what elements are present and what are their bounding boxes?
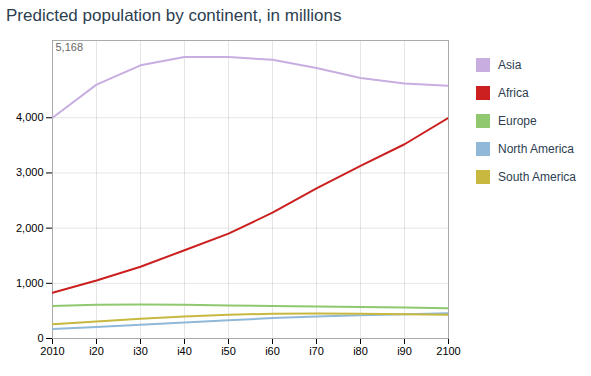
svg-text:i90: i90 [397, 345, 412, 357]
svg-text:i40: i40 [177, 345, 192, 357]
html-text:South America: South America [498, 170, 576, 184]
svg-text:5,168: 5,168 [56, 41, 84, 53]
html-text:Asia: Asia [498, 58, 522, 72]
html-text:North America: North America [498, 142, 574, 156]
svg-text:3,000: 3,000 [16, 166, 44, 178]
html-text:Predicted population by contin: Predicted population by continent, in mi… [6, 6, 342, 25]
svg-text:2100: 2100 [436, 345, 460, 357]
html-text:Europe: Europe [498, 114, 537, 128]
svg-text:i20: i20 [89, 345, 104, 357]
svg-text:i30: i30 [133, 345, 148, 357]
svg-text:i60: i60 [265, 345, 280, 357]
svg-text:4,000: 4,000 [16, 111, 44, 123]
svg-text:i50: i50 [221, 345, 236, 357]
html-text:Africa: Africa [498, 86, 529, 100]
svg-text:2,000: 2,000 [16, 222, 44, 234]
svg-text:i70: i70 [309, 345, 324, 357]
svg-text:2010: 2010 [40, 345, 64, 357]
svg-text:i80: i80 [353, 345, 368, 357]
svg-text:1,000: 1,000 [16, 277, 44, 289]
svg-text:0: 0 [37, 332, 43, 344]
